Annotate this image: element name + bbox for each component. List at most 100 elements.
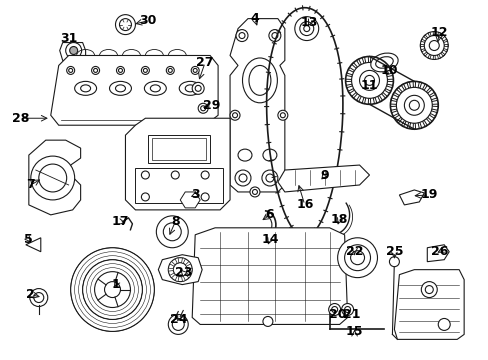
Text: 19: 19 bbox=[420, 188, 437, 202]
Polygon shape bbox=[423, 52, 427, 56]
Polygon shape bbox=[440, 35, 444, 39]
Ellipse shape bbox=[179, 81, 201, 95]
Circle shape bbox=[30, 289, 48, 306]
Circle shape bbox=[91, 67, 100, 75]
Circle shape bbox=[195, 85, 201, 91]
Polygon shape bbox=[384, 67, 390, 72]
Polygon shape bbox=[367, 98, 370, 104]
Polygon shape bbox=[347, 89, 354, 93]
Polygon shape bbox=[428, 113, 435, 118]
Polygon shape bbox=[377, 95, 382, 102]
Circle shape bbox=[235, 170, 250, 186]
Polygon shape bbox=[181, 258, 185, 264]
Ellipse shape bbox=[150, 85, 160, 92]
Circle shape bbox=[71, 248, 154, 332]
Polygon shape bbox=[431, 104, 437, 107]
Text: 24: 24 bbox=[169, 313, 186, 326]
Polygon shape bbox=[427, 32, 430, 37]
Polygon shape bbox=[430, 109, 437, 113]
Polygon shape bbox=[51, 55, 218, 125]
Circle shape bbox=[294, 17, 318, 41]
Polygon shape bbox=[185, 273, 190, 278]
Text: 22: 22 bbox=[345, 245, 363, 258]
Polygon shape bbox=[347, 67, 354, 72]
Polygon shape bbox=[125, 118, 229, 210]
Circle shape bbox=[249, 187, 260, 197]
Text: 17: 17 bbox=[111, 215, 129, 228]
Circle shape bbox=[116, 67, 124, 75]
Circle shape bbox=[341, 303, 353, 315]
Circle shape bbox=[428, 41, 438, 50]
Circle shape bbox=[68, 68, 73, 72]
Polygon shape bbox=[394, 270, 463, 339]
Polygon shape bbox=[381, 93, 386, 98]
Circle shape bbox=[141, 67, 149, 75]
Ellipse shape bbox=[261, 236, 274, 254]
Text: 25: 25 bbox=[385, 245, 402, 258]
Polygon shape bbox=[392, 113, 399, 118]
Circle shape bbox=[263, 316, 272, 327]
Polygon shape bbox=[192, 228, 347, 324]
Circle shape bbox=[201, 193, 209, 201]
Polygon shape bbox=[442, 49, 447, 52]
Circle shape bbox=[268, 30, 280, 41]
Circle shape bbox=[163, 223, 181, 241]
Circle shape bbox=[421, 282, 436, 298]
Circle shape bbox=[271, 32, 277, 39]
Circle shape bbox=[104, 282, 120, 298]
Circle shape bbox=[168, 315, 188, 334]
Circle shape bbox=[34, 293, 44, 302]
Polygon shape bbox=[412, 123, 415, 129]
Ellipse shape bbox=[375, 57, 392, 68]
Polygon shape bbox=[392, 92, 399, 97]
Polygon shape bbox=[396, 87, 402, 93]
Polygon shape bbox=[420, 44, 424, 46]
Circle shape bbox=[437, 319, 449, 330]
Polygon shape bbox=[390, 98, 396, 102]
Circle shape bbox=[337, 238, 377, 278]
Circle shape bbox=[277, 110, 287, 120]
Polygon shape bbox=[381, 63, 386, 68]
Polygon shape bbox=[372, 57, 376, 63]
Bar bbox=[135, 168, 223, 203]
Circle shape bbox=[65, 42, 81, 58]
Polygon shape bbox=[396, 117, 402, 123]
Polygon shape bbox=[377, 59, 382, 66]
Circle shape bbox=[388, 257, 399, 267]
Polygon shape bbox=[60, 42, 85, 60]
Circle shape bbox=[93, 68, 98, 72]
Circle shape bbox=[424, 36, 443, 55]
Polygon shape bbox=[384, 89, 390, 93]
Circle shape bbox=[331, 306, 337, 312]
Polygon shape bbox=[351, 63, 357, 68]
Text: 13: 13 bbox=[301, 16, 318, 29]
Circle shape bbox=[94, 272, 130, 307]
Polygon shape bbox=[351, 93, 357, 98]
Polygon shape bbox=[277, 165, 369, 192]
Text: 30: 30 bbox=[140, 14, 157, 27]
Circle shape bbox=[344, 306, 350, 312]
Circle shape bbox=[166, 67, 174, 75]
Text: 4: 4 bbox=[250, 12, 259, 25]
Circle shape bbox=[201, 171, 209, 179]
Circle shape bbox=[115, 15, 135, 35]
Circle shape bbox=[191, 67, 199, 75]
Circle shape bbox=[328, 303, 340, 315]
Polygon shape bbox=[346, 84, 352, 88]
Circle shape bbox=[408, 100, 419, 110]
Circle shape bbox=[239, 174, 246, 182]
Circle shape bbox=[280, 113, 285, 118]
Text: 3: 3 bbox=[190, 188, 199, 202]
Polygon shape bbox=[168, 268, 173, 271]
Polygon shape bbox=[426, 117, 431, 123]
Text: 5: 5 bbox=[24, 233, 33, 246]
Text: 6: 6 bbox=[265, 208, 274, 221]
Polygon shape bbox=[185, 261, 190, 266]
Polygon shape bbox=[181, 276, 185, 282]
Ellipse shape bbox=[144, 81, 166, 95]
Circle shape bbox=[344, 245, 370, 271]
Circle shape bbox=[303, 26, 309, 32]
Circle shape bbox=[172, 319, 184, 330]
Circle shape bbox=[265, 174, 273, 182]
Polygon shape bbox=[436, 54, 440, 59]
